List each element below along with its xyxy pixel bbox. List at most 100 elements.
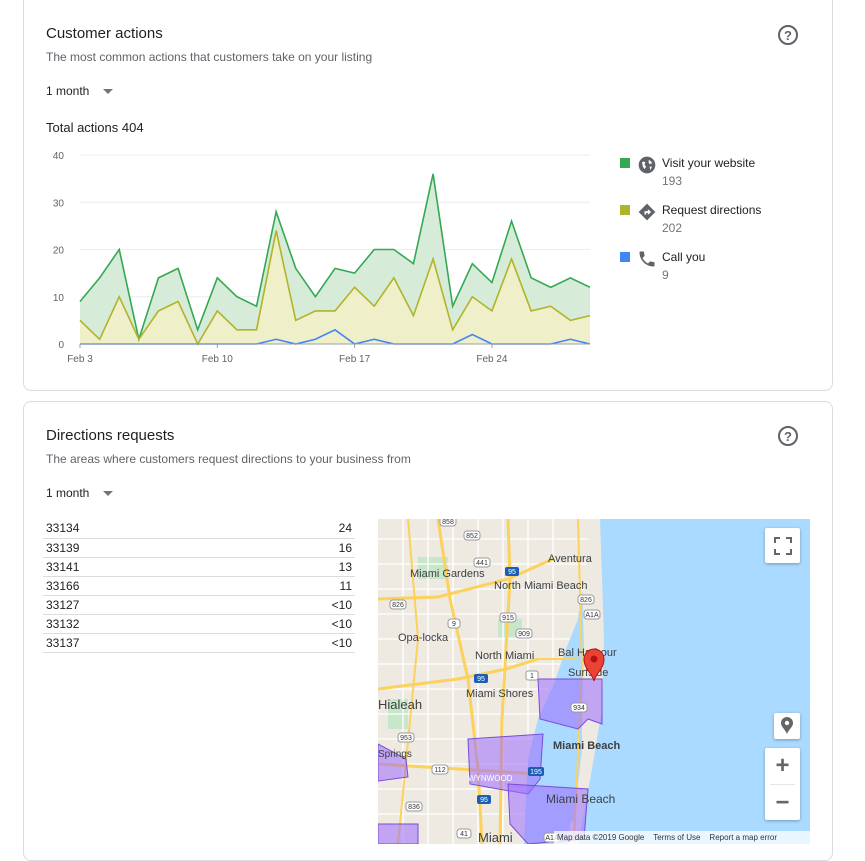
customer-actions-title: Customer actions <box>46 25 163 42</box>
period-dropdown[interactable]: 1 month <box>46 84 114 98</box>
chevron-down-icon <box>103 490 114 496</box>
customer-actions-card: Customer actions The most common actions… <box>23 0 833 391</box>
phone-icon <box>639 251 655 267</box>
zip-value: <10 <box>229 614 355 634</box>
road-shield: 112 <box>434 767 445 774</box>
zoom-in-button[interactable]: + <box>775 752 790 779</box>
y-tick-label: 10 <box>53 293 65 304</box>
legend-label: Call you <box>662 250 706 264</box>
zip-code: 33166 <box>43 576 230 596</box>
map-label-hialeah: Hialeah <box>378 697 422 712</box>
map-park <box>418 557 448 579</box>
map-footer: Map data ©2019 Google Terms of Use Repor… <box>554 831 810 844</box>
zip-code: 33132 <box>43 614 230 634</box>
period-dropdown[interactable]: 1 month <box>46 486 114 500</box>
chevron-down-icon <box>103 88 114 94</box>
zoom-divider <box>770 784 795 785</box>
terms-link[interactable]: Terms of Use <box>653 833 701 842</box>
map-canvas[interactable]: Miami Gardens North Miami Beach Aventura… <box>378 519 810 844</box>
map-label-north-miami: North Miami <box>475 650 534 662</box>
total-actions: Total actions 404 <box>46 120 144 135</box>
series-line-2 <box>79 230 591 346</box>
y-tick-label: 20 <box>53 246 65 257</box>
x-tick-label: Feb 3 <box>67 354 93 365</box>
table-row: 33139 16 <box>43 538 355 558</box>
map-streets <box>378 519 588 844</box>
map-label-miami: Miami <box>478 830 513 844</box>
legend-count: 193 <box>662 174 683 188</box>
road-shield: 95 <box>477 676 485 683</box>
directions-icon <box>638 203 656 221</box>
zip-code: 33141 <box>43 557 230 577</box>
map-road-shields: 858 852 441 95 826 915 909 9 1 95 A1A 82… <box>389 519 601 843</box>
map-label-miami-shores: Miami Shores <box>466 688 534 700</box>
map-label-springs: Springs <box>378 749 412 760</box>
x-tick-label: Feb 17 <box>339 354 371 365</box>
actions-chart: 0 10 20 30 40 Feb 3 Feb 10 Feb 17 Feb 24 <box>53 151 591 365</box>
legend-swatch <box>620 205 630 215</box>
place-pin-icon <box>781 717 793 734</box>
zip-value: <10 <box>229 633 355 653</box>
road-shield: 95 <box>480 797 488 804</box>
table-row: 33134 24 <box>43 519 355 539</box>
zoom-out-button[interactable]: − <box>775 788 790 816</box>
report-error-link[interactable]: Report a map error <box>709 833 778 842</box>
legend-count: 202 <box>662 221 683 235</box>
road-shield: 1 <box>530 673 534 680</box>
y-tick-label: 40 <box>53 151 65 162</box>
pegman-button[interactable] <box>774 713 800 739</box>
zoom-control: + − <box>765 748 800 820</box>
y-tick-label: 0 <box>58 340 64 351</box>
zip-code: 33137 <box>43 633 230 653</box>
table-row: 33137 <10 <box>43 633 355 653</box>
directions-requests-title: Directions requests <box>46 427 175 444</box>
road-shield: A1A <box>545 835 559 842</box>
zip-value: 11 <box>229 576 355 596</box>
directions-requests-card: Directions requests The areas where cust… <box>23 401 833 861</box>
table-row: 33166 11 <box>43 576 355 596</box>
road-shield: 852 <box>466 533 478 540</box>
x-tick-label: Feb 24 <box>476 354 508 365</box>
table-row: 33141 13 <box>43 557 355 577</box>
map-zip-areas <box>378 678 603 844</box>
road-shield: 934 <box>573 705 585 712</box>
map-label-wynwood: WYNWOOD <box>468 774 513 783</box>
map-label-north-miami-beach: North Miami Beach <box>494 580 588 592</box>
map-attribution: Map data ©2019 Google <box>557 833 645 842</box>
fullscreen-button[interactable] <box>765 528 800 563</box>
zip-area-33141 <box>537 678 603 730</box>
zip-value: 16 <box>229 538 355 558</box>
zip-value: 24 <box>229 519 355 539</box>
period-value: 1 month <box>46 84 90 98</box>
road-shield: A1A <box>585 612 599 619</box>
legend-swatch <box>620 158 630 168</box>
map-label-miami-beach: Miami Beach <box>553 740 621 752</box>
help-icon[interactable]: ? <box>778 25 798 45</box>
directions-map[interactable]: Miami Gardens North Miami Beach Aventura… <box>378 519 810 844</box>
help-icon[interactable]: ? <box>778 426 798 446</box>
road-shield: 41 <box>460 831 468 838</box>
x-tick-label: Feb 10 <box>202 354 234 365</box>
road-shield: 858 <box>442 519 454 526</box>
road-shield: 826 <box>392 602 404 609</box>
road-shield: 195 <box>530 769 542 776</box>
road-shield: 953 <box>400 735 412 742</box>
road-shield: 836 <box>408 804 420 811</box>
map-label-miami-beach-south: Miami Beach <box>546 792 615 806</box>
map-labels: Miami Gardens North Miami Beach Aventura… <box>378 553 621 844</box>
directions-requests-subtitle: The areas where customers request direct… <box>46 452 411 466</box>
fullscreen-icon <box>773 536 792 555</box>
location-marker-icon[interactable] <box>583 648 605 682</box>
legend-swatch <box>620 252 630 262</box>
table-row: 33132 <10 <box>43 614 355 634</box>
road-shield: 441 <box>476 560 488 567</box>
period-value: 1 month <box>46 486 90 500</box>
y-tick-label: 30 <box>53 198 65 209</box>
series-line-1 <box>79 173 591 343</box>
globe-icon <box>638 156 656 174</box>
area-2 <box>80 230 590 344</box>
table-row: 33127 <10 <box>43 595 355 615</box>
road-shield: 915 <box>502 615 514 622</box>
area-1 <box>80 173 590 344</box>
legend-label: Visit your website <box>662 156 756 170</box>
